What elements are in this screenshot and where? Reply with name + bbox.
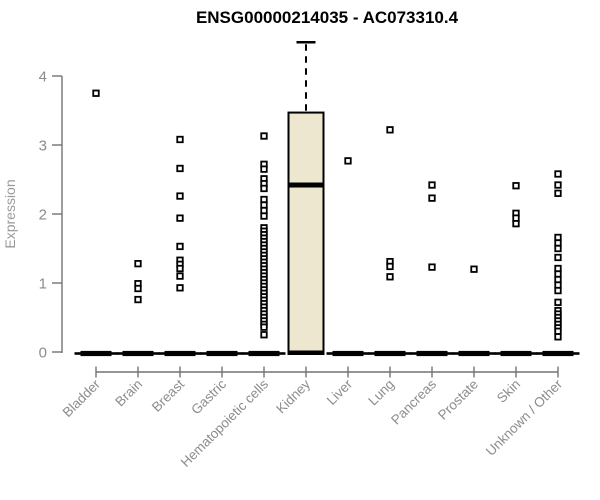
box (287, 111, 325, 355)
zero-median-bar (122, 350, 154, 357)
zero-median-bar (248, 350, 280, 357)
y-tick-label: 1 (39, 276, 47, 293)
category-series (287, 40, 325, 355)
x-category-label: Prostate (435, 377, 481, 423)
y-axis-title: Expression (2, 179, 18, 248)
zero-median-bar (374, 350, 406, 357)
zero-median-bar (416, 350, 448, 357)
outlier-point (512, 182, 520, 190)
outlier-point (92, 89, 100, 97)
outlier-point (176, 164, 184, 173)
y-tick-label: 2 (39, 207, 47, 224)
x-category-label: Unknown / Other (483, 376, 566, 459)
outlier-point (554, 181, 562, 189)
category-series (536, 170, 580, 357)
outlier-point (428, 194, 436, 202)
outlier-point (260, 165, 268, 173)
outlier-point (260, 323, 268, 331)
y-tick-label: 3 (39, 138, 47, 155)
x-category-label: Lung (365, 377, 397, 409)
outlier-point (386, 126, 394, 134)
x-category-label: Bladder (60, 376, 104, 420)
category-series (158, 135, 202, 357)
outlier-point (386, 273, 394, 281)
outlier-point (176, 192, 184, 200)
category-series (74, 89, 118, 357)
outlier-point (512, 220, 520, 228)
zero-median-bar (206, 350, 238, 357)
outlier-point (176, 214, 184, 222)
outlier-point (260, 212, 268, 220)
outlier-point (554, 170, 562, 178)
category-series (326, 157, 370, 357)
outlier-point (176, 242, 184, 251)
box-bottom-edge (288, 350, 324, 355)
x-category-label: Liver (324, 376, 356, 408)
outlier-point (554, 286, 562, 295)
outlier-point (554, 189, 562, 197)
outlier-point (260, 184, 268, 193)
outlier-point (470, 265, 478, 273)
zero-median-bar (458, 350, 490, 357)
zero-median-bar (164, 350, 196, 357)
y-tick-label: 0 (39, 345, 47, 362)
category-series (452, 265, 496, 357)
x-category-label: Skin (494, 377, 523, 406)
outlier-point (176, 272, 184, 280)
outlier-point (260, 132, 268, 140)
outlier-point (134, 295, 142, 304)
chart-title: ENSG00000214035 - AC073310.4 (195, 8, 459, 27)
category-series (200, 350, 244, 357)
outlier-point (428, 181, 436, 189)
outlier-point (134, 260, 142, 268)
x-category-label: Breast (149, 376, 187, 414)
outlier-point (176, 284, 184, 292)
outlier-point (554, 333, 562, 341)
x-category-label: Brain (112, 377, 145, 410)
outlier-point (260, 331, 268, 339)
y-axis: 0 1 2 3 4 (39, 69, 63, 362)
x-category-label: Gastric (188, 376, 229, 417)
zero-median-bar (80, 350, 112, 357)
outlier-point (554, 244, 562, 253)
category-series (494, 182, 538, 357)
outlier-point (176, 264, 184, 273)
outlier-point (176, 135, 184, 144)
category-series (242, 132, 286, 357)
outlier-point (344, 157, 352, 165)
outlier-point (428, 263, 436, 271)
y-tick-label: 4 (39, 69, 47, 86)
zero-median-bar (500, 350, 532, 357)
median-bar (288, 182, 324, 188)
outlier-point (554, 253, 562, 262)
outlier-point (554, 298, 562, 306)
outlier-point (134, 284, 142, 293)
category-series (368, 126, 412, 357)
x-category-label: Pancreas (388, 376, 439, 427)
x-category-label: Kidney (273, 376, 313, 416)
zero-median-bar (542, 350, 574, 357)
category-series (410, 181, 454, 357)
zero-median-bar (332, 350, 364, 357)
category-series (116, 260, 160, 357)
outlier-point (386, 262, 394, 271)
